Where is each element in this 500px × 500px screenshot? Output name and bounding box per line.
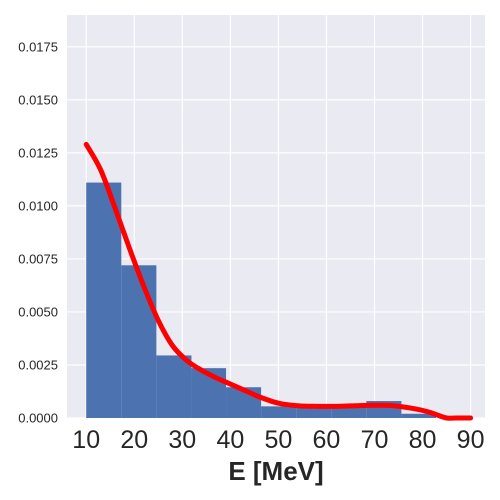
- histogram-bar: [121, 265, 157, 418]
- y-tick-label: 0.0175: [18, 39, 58, 54]
- y-tick-label: 0.0125: [18, 145, 58, 160]
- x-tick-label: 50: [264, 426, 292, 454]
- y-tick-label: 0.0025: [18, 357, 58, 372]
- x-tick-labels: 10 20 30 40 50 60 70 80 90: [72, 426, 484, 454]
- y-tick-label: 0.0150: [18, 92, 58, 107]
- x-tick-label: 30: [168, 426, 196, 454]
- histogram-bar: [156, 355, 192, 418]
- histogram-bar: [261, 406, 297, 418]
- x-tick-label: 40: [216, 426, 244, 454]
- histogram-bar: [86, 182, 122, 418]
- density-curve-line: [83, 141, 474, 421]
- y-tick-label: 0.0000: [18, 411, 58, 426]
- x-tick-label: 20: [120, 426, 148, 454]
- x-tick-label: 80: [409, 426, 437, 454]
- histogram-bars: [86, 182, 436, 418]
- x-axis-label: E [MeV]: [228, 456, 323, 486]
- x-tick-label: 90: [457, 426, 485, 454]
- y-tick-label: 0.0100: [18, 198, 58, 213]
- y-tick-labels: 0.0000 0.0025 0.0050 0.0075 0.0100 0.0125 0.01…: [18, 39, 58, 425]
- density-curve: [83, 141, 474, 421]
- x-tick-label: 70: [361, 426, 389, 454]
- y-tick-label: 0.0050: [18, 304, 58, 319]
- y-tick-label: 0.0075: [18, 251, 58, 266]
- histogram-bar: [331, 406, 367, 418]
- histogram-bar: [296, 406, 332, 418]
- histogram-bar: [401, 413, 436, 418]
- x-tick-label: 10: [72, 426, 100, 454]
- x-tick-label: 60: [313, 426, 341, 454]
